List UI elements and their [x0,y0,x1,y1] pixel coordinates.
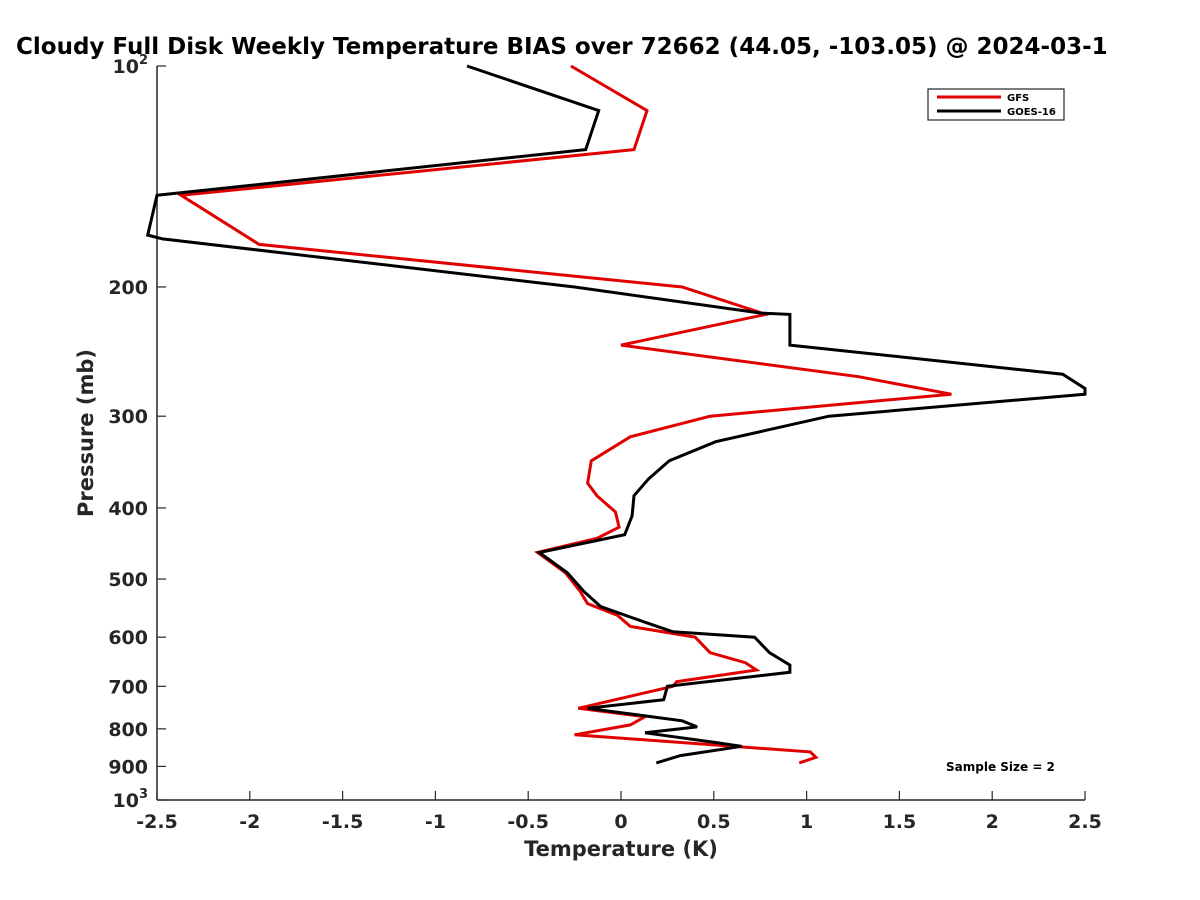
legend: GFS GOES-16 [927,88,1065,121]
x-axis-ticks: -2.5 -2 -1.5 -1 -0.5 0 0.5 1 1.5 2 2.5 [136,791,1102,833]
y-tick-base: 10 [113,56,139,78]
y-tick-label: 900 [108,756,148,778]
y-tick-exponent: 3 [139,787,148,802]
x-tick-label: 1.5 [883,811,917,833]
x-tick-label: -2 [239,811,260,833]
x-tick-label: 0 [614,811,627,833]
series-layer [145,64,1087,765]
legend-label-gfs: GFS [1007,93,1029,104]
x-tick-label: 0.5 [697,811,731,833]
x-tick-label: 2.5 [1068,811,1102,833]
y-tick-label: 500 [108,569,148,591]
legend-box [927,88,1065,121]
y-axis-label: Pressure (mb) [74,349,98,517]
x-tick-label: 2 [986,811,999,833]
y-tick-label: 300 [108,406,148,428]
x-tick-label: 1 [800,811,813,833]
y-tick-label: 700 [108,676,148,698]
chart-title: Cloudy Full Disk Weekly Temperature BIAS… [16,34,1108,60]
y-tick-label: 600 [108,627,148,649]
x-tick-label: -1 [425,811,446,833]
y-tick-label: 103 [113,787,149,812]
sample-size-annotation: Sample Size = 2 [946,760,1055,774]
x-axis-label: Temperature (K) [524,837,718,861]
x-tick-label: -2.5 [136,811,178,833]
y-tick-label: 400 [108,498,148,520]
legend-label-goes-16: GOES-16 [1007,107,1056,118]
y-tick-exponent: 2 [139,53,148,68]
x-tick-label: -0.5 [507,811,549,833]
y-tick-label: 200 [108,277,148,299]
y-tick-label: 800 [108,719,148,741]
y-tick-label: 102 [113,53,149,78]
x-tick-label: -1.5 [322,811,364,833]
series-line-goes-16 [145,64,1087,765]
y-tick-base: 10 [113,790,139,812]
